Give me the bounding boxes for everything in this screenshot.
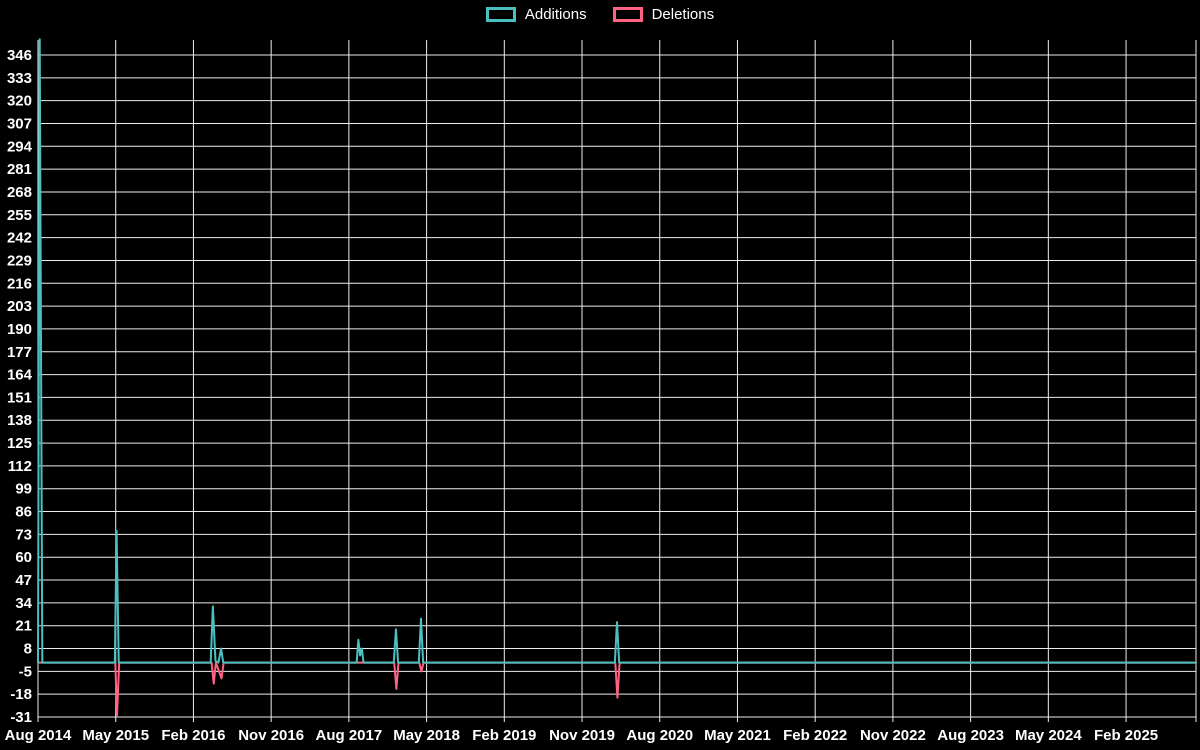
y-tick-label: 34 (15, 595, 32, 612)
x-tick-label: Feb 2016 (161, 727, 225, 744)
legend-item-additions[interactable]: Additions (485, 6, 587, 23)
x-tick-label: Nov 2016 (238, 727, 304, 744)
x-tick-label: Aug 2014 (5, 727, 72, 744)
x-tick-label: Aug 2017 (316, 727, 383, 744)
y-tick-label: 346 (7, 47, 32, 64)
x-tick-label: May 2021 (704, 727, 771, 744)
y-tick-label: 281 (7, 161, 32, 178)
x-tick-label: May 2018 (393, 727, 460, 744)
x-tick-label: Feb 2019 (472, 727, 536, 744)
x-tick-label: May 2015 (82, 727, 149, 744)
y-tick-label: 151 (7, 389, 32, 406)
additions-swatch-icon (485, 7, 516, 22)
y-tick-label: 125 (7, 435, 32, 452)
y-tick-label: 47 (15, 572, 32, 589)
y-tick-label: 86 (15, 504, 32, 521)
x-tick-label: Feb 2025 (1094, 727, 1158, 744)
deletions-swatch-icon (612, 7, 643, 22)
y-tick-label: 307 (7, 115, 32, 132)
y-tick-label: 73 (15, 526, 32, 543)
x-tick-label: Nov 2019 (549, 727, 615, 744)
y-tick-label: 112 (8, 458, 32, 475)
series-line-additions (37, 38, 1197, 664)
y-tick-label: 294 (7, 138, 33, 155)
y-tick-label: 190 (7, 321, 32, 338)
y-tick-label: 99 (15, 481, 32, 498)
y-tick-label: 216 (7, 275, 32, 292)
y-tick-label: 177 (7, 344, 32, 361)
legend-label-deletions: Deletions (651, 6, 715, 23)
series-line-deletions (37, 661, 1197, 717)
y-tick-label: 268 (7, 184, 32, 201)
x-tick-label: Nov 2022 (860, 727, 926, 744)
legend-item-deletions[interactable]: Deletions (612, 6, 715, 23)
x-tick-label: Aug 2023 (937, 727, 1004, 744)
y-tick-label: -18 (10, 686, 32, 703)
x-tick-label: Feb 2022 (783, 727, 847, 744)
x-tick-label: Aug 2020 (626, 727, 693, 744)
y-tick-label: 242 (7, 230, 32, 247)
y-tick-label: 60 (15, 549, 32, 566)
y-tick-label: 21 (15, 618, 32, 635)
y-tick-label: 203 (7, 298, 32, 315)
y-tick-label: 333 (7, 70, 32, 87)
legend-label-additions: Additions (524, 6, 587, 23)
y-tick-label: 138 (7, 412, 32, 429)
y-tick-label: 164 (7, 367, 33, 384)
y-tick-label: 8 (24, 641, 32, 658)
y-tick-label: -5 (19, 663, 32, 680)
y-tick-label: 320 (7, 93, 32, 110)
x-tick-label: May 2024 (1015, 727, 1082, 744)
y-tick-label: 229 (7, 252, 32, 269)
chart-legend: Additions Deletions (0, 7, 1200, 22)
y-tick-label: 255 (7, 207, 32, 224)
y-tick-label: -31 (10, 709, 32, 726)
